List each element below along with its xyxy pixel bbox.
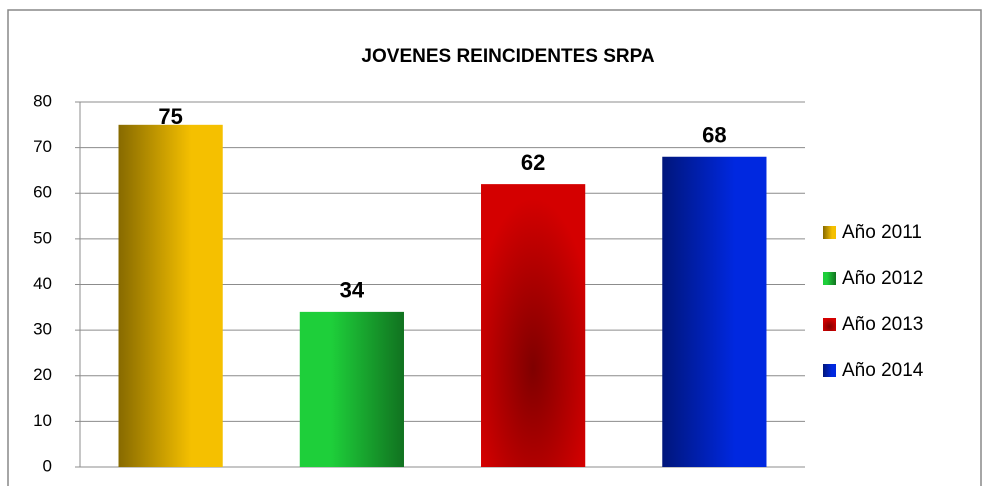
legend-label: Año 2013 [842,314,923,335]
y-tick-label: 70 [33,137,52,156]
y-tick-label: 40 [33,274,52,293]
data-label: 68 [702,123,726,148]
y-tick-label: 10 [33,411,52,430]
bar [662,156,767,467]
legend-swatch [823,272,836,285]
y-tick-label: 0 [43,456,52,475]
y-tick-label: 80 [33,91,52,110]
y-tick-label: 20 [33,365,52,384]
y-tick-label: 30 [33,320,52,339]
legend-label: Año 2011 [842,222,922,243]
data-label: 34 [340,278,365,303]
y-tick-label: 50 [33,228,52,247]
legend-label: Año 2014 [842,360,924,381]
data-label: 62 [521,150,545,175]
legend-swatch [823,364,836,377]
legend-swatch [823,226,836,239]
bar [299,311,404,467]
bar [481,184,586,467]
bar [118,124,223,467]
y-tick-label: 60 [33,183,52,202]
chart-title: JOVENES REINCIDENTES SRPA [361,46,654,67]
data-label: 75 [158,104,182,129]
legend-label: Año 2012 [842,268,923,289]
legend-swatch [823,318,836,331]
